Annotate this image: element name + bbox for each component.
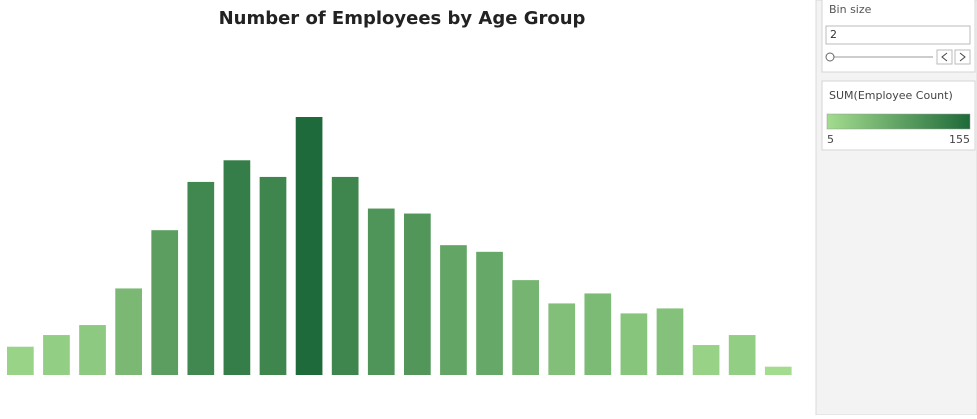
legend-min: 5 <box>827 133 834 146</box>
bar[interactable] <box>656 308 684 375</box>
bar[interactable] <box>259 176 287 375</box>
bar[interactable] <box>331 176 359 375</box>
bar[interactable] <box>584 293 612 375</box>
bar[interactable] <box>187 181 215 375</box>
bar[interactable] <box>367 208 395 375</box>
bin-size-label: Bin size <box>829 3 872 16</box>
bar[interactable] <box>476 251 503 375</box>
bar[interactable] <box>692 345 720 375</box>
right-arrow <box>959 52 966 62</box>
slider-handle[interactable] <box>825 52 835 62</box>
legend-title: SUM(Employee Count) <box>829 89 953 102</box>
bar[interactable] <box>404 213 431 375</box>
bin-size-value: 2 <box>830 28 837 41</box>
bar[interactable] <box>79 325 106 375</box>
bar[interactable] <box>151 230 179 375</box>
bar[interactable] <box>764 366 792 375</box>
bar[interactable] <box>223 160 251 375</box>
left-arrow <box>941 52 948 62</box>
bar[interactable] <box>115 288 142 375</box>
bar[interactable] <box>548 303 576 375</box>
increment-button[interactable] <box>954 49 971 65</box>
bar[interactable] <box>440 245 467 375</box>
color-ramp <box>826 113 971 130</box>
bar[interactable] <box>295 117 323 375</box>
legend-max: 155 <box>949 133 970 146</box>
chart-title: Number of Employees by Age Group <box>219 8 586 29</box>
bar[interactable] <box>7 346 34 375</box>
bar[interactable] <box>512 280 539 375</box>
bar[interactable] <box>620 313 648 375</box>
bar[interactable] <box>728 335 756 375</box>
bars <box>7 117 792 375</box>
bin-size-input[interactable] <box>825 25 971 45</box>
bar[interactable] <box>43 335 70 375</box>
decrement-button[interactable] <box>936 49 953 65</box>
